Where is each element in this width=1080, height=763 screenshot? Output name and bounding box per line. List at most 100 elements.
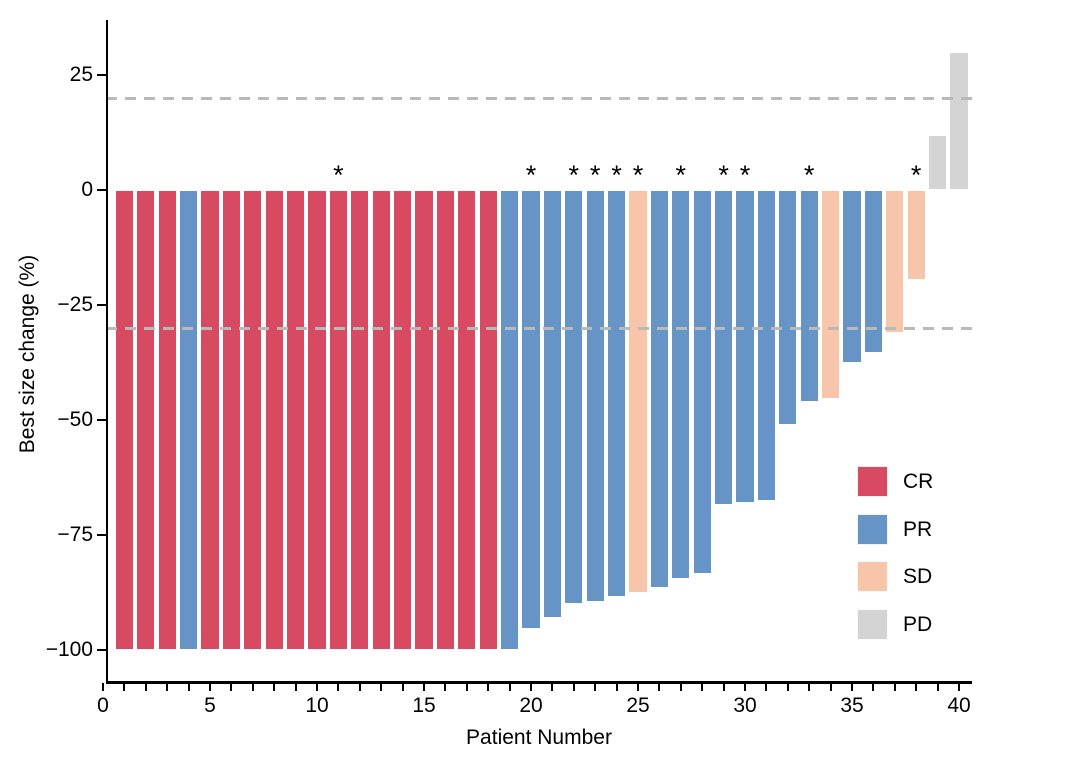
x-axis-tick [572, 683, 575, 691]
x-axis-tick-label: 20 [519, 694, 543, 717]
y-axis-tick [97, 648, 106, 652]
x-axis-tick [808, 683, 811, 691]
x-axis-line [105, 681, 972, 684]
bar-patient-20 [521, 190, 541, 630]
x-axis-tick [594, 683, 597, 691]
y-axis-title: Best size change (%) [16, 254, 39, 454]
bar-patient-39 [927, 134, 948, 190]
y-axis-tick [97, 73, 106, 77]
legend-swatch-cr [857, 466, 888, 497]
y-axis-tick-label: −50 [57, 408, 93, 431]
bar-patient-10 [307, 190, 327, 650]
bar-patient-35 [842, 190, 862, 363]
x-axis-tick [444, 683, 447, 691]
annotation-asterisk: * [568, 160, 580, 190]
threshold-line-plus20 [106, 96, 974, 100]
annotation-asterisk: * [632, 160, 644, 190]
x-axis-tick [722, 683, 725, 691]
annotation-asterisk: * [803, 160, 815, 190]
bar-patient-24 [606, 190, 627, 598]
bar-patient-26 [649, 190, 670, 588]
x-axis-tick-label: 10 [305, 694, 329, 717]
annotation-asterisk: * [525, 160, 537, 190]
bar-patient-34 [820, 190, 841, 400]
y-axis-tick [97, 303, 106, 307]
threshold-line-minus30 [106, 326, 974, 330]
x-axis-tick [915, 683, 918, 691]
y-axis-tick [97, 418, 106, 422]
x-axis-tick [337, 683, 340, 691]
annotation-asterisk: * [910, 160, 922, 190]
bar-patient-7 [243, 190, 263, 650]
x-axis-tick [273, 683, 276, 691]
bar-patient-13 [371, 190, 391, 650]
x-axis-tick [166, 683, 169, 691]
x-axis-tick [123, 683, 126, 691]
legend-label-cr: CR [903, 470, 934, 493]
y-axis-tick [97, 533, 106, 537]
x-axis-tick [744, 683, 746, 691]
x-axis-tick [679, 683, 682, 691]
bar-patient-25 [628, 190, 648, 593]
bar-patient-36 [863, 190, 884, 354]
legend-label-pd: PD [903, 612, 933, 636]
x-axis-tick-label: 35 [840, 694, 864, 717]
bar-patient-31 [756, 190, 777, 501]
x-axis-tick [230, 683, 233, 691]
y-axis-tick-label: −100 [45, 638, 93, 661]
x-axis-tick [829, 683, 832, 691]
bar-patient-37 [885, 190, 905, 333]
bar-patient-23 [585, 190, 605, 602]
bar-patient-15 [414, 190, 434, 650]
bar-patient-28 [692, 190, 712, 575]
x-axis-tick [530, 683, 532, 691]
x-axis-tick-label: 25 [626, 694, 650, 717]
x-axis-tick [465, 683, 468, 691]
annotation-asterisk: * [739, 160, 751, 190]
x-axis-tick [401, 683, 404, 691]
x-axis-title: Patient Number [466, 726, 612, 749]
x-axis-tick [487, 683, 490, 691]
legend-label-pr: PR [903, 517, 933, 541]
bar-patient-29 [713, 190, 734, 506]
bar-patient-27 [671, 190, 691, 579]
bar-patient-1 [114, 190, 135, 650]
bar-patient-33 [799, 190, 819, 402]
bar-patient-8 [264, 190, 284, 650]
bar-patient-32 [778, 190, 798, 425]
x-axis-tick [701, 683, 704, 691]
bar-patient-9 [285, 190, 306, 650]
annotation-asterisk: * [675, 160, 687, 190]
x-axis-tick [316, 683, 318, 691]
annotation-asterisk: * [333, 160, 344, 190]
x-axis-tick [187, 683, 190, 691]
bar-patient-38 [906, 190, 926, 280]
bar-patient-21 [542, 190, 563, 618]
x-axis-tick [893, 683, 896, 691]
legend-swatch-pd [857, 608, 888, 640]
x-axis-tick [423, 683, 425, 691]
y-axis-tick-label: 25 [69, 63, 93, 86]
y-axis-line [105, 20, 108, 683]
legend-swatch-pr [857, 513, 888, 545]
bar-patient-11 [328, 190, 349, 650]
x-axis-tick [551, 683, 554, 691]
x-axis-tick [615, 683, 618, 691]
x-axis-tick [872, 683, 875, 691]
legend-label-sd: SD [903, 565, 933, 588]
x-axis-tick [786, 683, 789, 691]
x-axis-tick-label: 0 [97, 694, 109, 717]
x-axis-tick [958, 683, 960, 691]
bar-patient-14 [392, 190, 413, 650]
x-axis-tick [294, 683, 297, 691]
x-axis-tick [936, 683, 939, 691]
y-axis-tick-label: −75 [57, 523, 93, 546]
bar-patient-30 [735, 190, 755, 503]
x-axis-tick [380, 683, 383, 691]
x-axis-tick [251, 683, 254, 691]
x-axis-tick-label: 5 [204, 694, 216, 717]
legend-swatch-sd [857, 561, 888, 592]
bar-patient-2 [136, 190, 156, 650]
annotation-asterisk: * [611, 160, 622, 190]
